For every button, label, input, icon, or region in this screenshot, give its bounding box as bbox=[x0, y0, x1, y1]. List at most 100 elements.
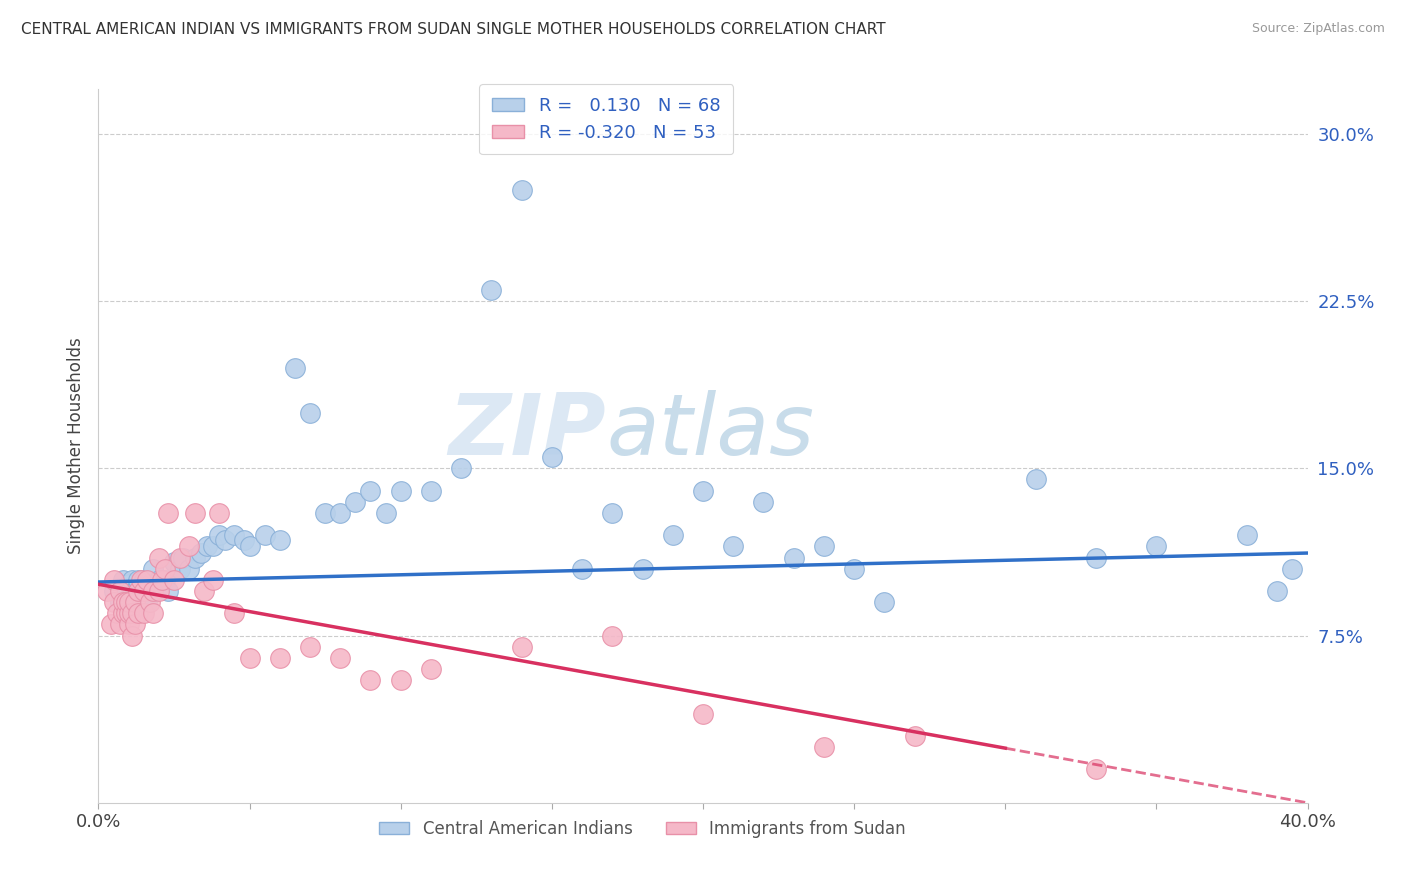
Point bbox=[156, 506, 179, 520]
Point bbox=[239, 539, 262, 553]
Point bbox=[284, 360, 307, 375]
Point bbox=[1267, 583, 1289, 598]
Point bbox=[224, 528, 246, 542]
Point bbox=[195, 539, 218, 553]
Point bbox=[96, 583, 118, 598]
Point bbox=[114, 595, 136, 609]
Point bbox=[148, 573, 170, 587]
Point bbox=[202, 539, 225, 553]
Point bbox=[145, 583, 167, 598]
Point bbox=[127, 573, 149, 587]
Point bbox=[148, 550, 170, 565]
Point bbox=[510, 640, 533, 654]
Point bbox=[510, 182, 533, 196]
Point bbox=[132, 583, 155, 598]
Point bbox=[329, 651, 352, 665]
Point bbox=[135, 573, 157, 587]
Point bbox=[1281, 562, 1303, 576]
Point bbox=[602, 628, 624, 642]
Point bbox=[108, 595, 131, 609]
Point bbox=[118, 607, 141, 621]
Point bbox=[389, 483, 412, 498]
Point bbox=[904, 729, 927, 743]
Point bbox=[139, 595, 162, 609]
Point bbox=[111, 607, 134, 621]
Point bbox=[813, 539, 835, 553]
Point bbox=[299, 405, 322, 419]
Point bbox=[1236, 528, 1258, 542]
Point bbox=[1085, 762, 1108, 776]
Point bbox=[481, 283, 503, 297]
Point bbox=[132, 607, 155, 621]
Point bbox=[142, 562, 165, 576]
Point bbox=[118, 591, 141, 605]
Point bbox=[360, 483, 382, 498]
Point bbox=[142, 607, 165, 621]
Point bbox=[214, 533, 236, 547]
Point bbox=[844, 562, 866, 576]
Point bbox=[153, 562, 176, 576]
Point bbox=[208, 528, 231, 542]
Text: CENTRAL AMERICAN INDIAN VS IMMIGRANTS FROM SUDAN SINGLE MOTHER HOUSEHOLDS CORREL: CENTRAL AMERICAN INDIAN VS IMMIGRANTS FR… bbox=[21, 22, 886, 37]
Point bbox=[118, 595, 141, 609]
Point bbox=[314, 506, 336, 520]
Point bbox=[190, 546, 212, 560]
Point bbox=[124, 617, 146, 632]
Point bbox=[150, 573, 173, 587]
Point bbox=[269, 533, 291, 547]
Point bbox=[224, 607, 246, 621]
Point bbox=[114, 607, 136, 621]
Point bbox=[253, 528, 276, 542]
Point bbox=[111, 595, 134, 609]
Text: ZIP: ZIP bbox=[449, 390, 606, 474]
Point bbox=[179, 562, 201, 576]
Text: Source: ZipAtlas.com: Source: ZipAtlas.com bbox=[1251, 22, 1385, 36]
Point bbox=[129, 589, 152, 603]
Point bbox=[631, 562, 654, 576]
Point bbox=[132, 583, 155, 598]
Point bbox=[179, 539, 201, 553]
Legend: Central American Indians, Immigrants from Sudan: Central American Indians, Immigrants fro… bbox=[373, 814, 912, 845]
Point bbox=[121, 628, 143, 642]
Point bbox=[148, 577, 170, 591]
Point bbox=[105, 607, 128, 621]
Point bbox=[202, 573, 225, 587]
Point bbox=[269, 651, 291, 665]
Point bbox=[169, 550, 191, 565]
Point bbox=[873, 595, 896, 609]
Point bbox=[232, 533, 254, 547]
Point bbox=[135, 595, 157, 609]
Point bbox=[121, 607, 143, 621]
Point bbox=[360, 673, 382, 687]
Point bbox=[329, 506, 352, 520]
Point bbox=[114, 583, 136, 598]
Point bbox=[571, 562, 593, 576]
Point bbox=[723, 539, 745, 553]
Point bbox=[299, 640, 322, 654]
Text: atlas: atlas bbox=[606, 390, 814, 474]
Point bbox=[153, 573, 176, 587]
Point bbox=[127, 607, 149, 621]
Point bbox=[156, 583, 179, 598]
Point bbox=[1024, 473, 1046, 487]
Point bbox=[108, 617, 131, 632]
Y-axis label: Single Mother Households: Single Mother Households bbox=[66, 338, 84, 554]
Point bbox=[139, 577, 162, 591]
Point bbox=[602, 506, 624, 520]
Point bbox=[108, 583, 131, 598]
Point bbox=[127, 580, 149, 594]
Point bbox=[450, 461, 472, 475]
Point bbox=[692, 483, 714, 498]
Point bbox=[142, 583, 165, 598]
Point bbox=[169, 562, 191, 576]
Point bbox=[813, 740, 835, 755]
Point bbox=[163, 555, 186, 569]
Point bbox=[100, 617, 122, 632]
Point bbox=[193, 583, 215, 598]
Point bbox=[1144, 539, 1167, 553]
Point bbox=[783, 550, 806, 565]
Point bbox=[752, 494, 775, 508]
Point bbox=[111, 573, 134, 587]
Point bbox=[118, 577, 141, 591]
Point bbox=[103, 595, 125, 609]
